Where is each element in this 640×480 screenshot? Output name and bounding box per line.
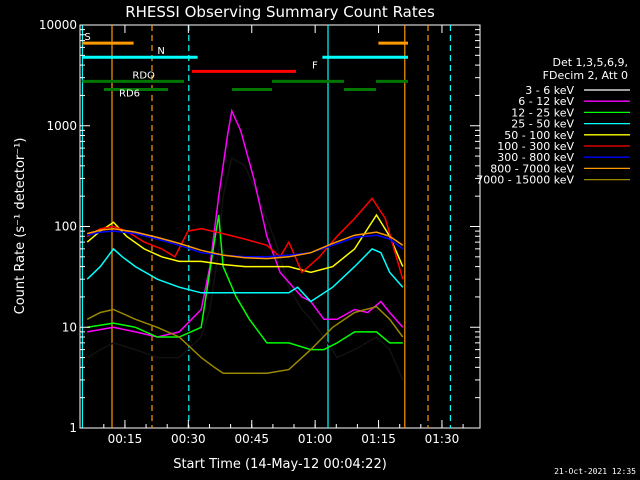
y-tick-label-3: 1000 [46,119,77,133]
state-label-RDO: RDO [132,70,155,81]
render-timestamp: 21-Oct-2021 12:35 [554,467,636,476]
state-bars: S N F RDO RD6 [82,32,408,99]
x-axis-ticks: 00:15 00:30 00:45 01:00 01:15 01:30 [103,25,464,446]
y-axis-ticks: 1 10 100 1000 10000 [39,18,480,435]
series-line-2 [87,214,403,351]
legend-label-8: 7000 - 15000 keV [476,174,574,187]
state-label-S: S [84,32,90,43]
series-line-5 [86,197,404,280]
series-line-7 [87,227,404,260]
legend-label-0: 3 - 6 keV [525,84,574,97]
series-line-6 [87,230,404,258]
legend-label-3: 25 - 50 keV [511,118,574,131]
series-line-1 [87,108,404,338]
x-tick-label-2: 00:45 [234,432,269,446]
legend: Det 1,3,5,6,9, FDecim 2, Att 0 3 - 6 keV… [476,56,630,187]
x-tick-label-3: 01:00 [298,432,333,446]
legend-label-5: 100 - 300 keV [497,140,574,153]
chart-title: RHESSI Observing Summary Count Rates [125,3,435,21]
legend-header-line2: FDecim 2, Att 0 [543,69,628,82]
x-tick-label-1: 00:30 [171,432,206,446]
legend-header-line1: Det 1,3,5,6,9, [552,56,628,69]
x-tick-label-4: 01:15 [361,432,396,446]
x-axis-label: Start Time (14-May-12 00:04:22) [173,457,387,472]
series-line-3 [86,247,404,303]
series-line-8 [86,305,404,374]
series-line-0 [86,156,404,381]
y-tick-label-2: 100 [54,220,77,234]
legend-label-7: 800 - 7000 keV [490,162,574,175]
state-transition-lines [81,25,451,428]
series-lines [86,108,404,381]
y-tick-label-4: 10000 [39,18,77,32]
legend-label-2: 12 - 25 keV [511,106,574,119]
state-label-N: N [157,46,164,57]
state-label-F: F [312,60,318,71]
y-tick-label-0: 1 [69,421,77,435]
x-tick-label-5: 01:30 [425,432,460,446]
y-axis-label: Count Rate (s⁻¹ detector⁻¹) [13,138,28,315]
x-tick-label-0: 00:15 [108,432,143,446]
legend-label-6: 300 - 800 keV [497,151,574,164]
legend-label-4: 50 - 100 keV [504,129,574,142]
legend-label-1: 6 - 12 keV [518,95,574,108]
state-label-RD6: RD6 [119,88,140,99]
y-tick-label-1: 10 [62,320,77,334]
series-line-4 [86,213,404,274]
